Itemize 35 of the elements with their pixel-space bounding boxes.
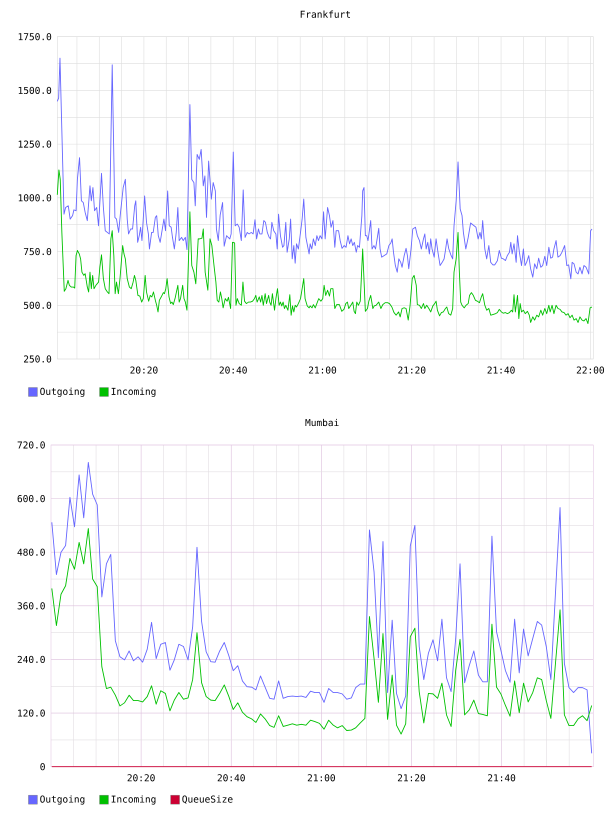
legend-label: QueueSize bbox=[182, 795, 233, 804]
x-tick-label: 20:40 bbox=[218, 774, 245, 782]
y-tick-label: 120.0 bbox=[18, 710, 45, 717]
line-series bbox=[51, 462, 592, 754]
y-tick-label: 240.0 bbox=[18, 656, 45, 664]
x-tick-label: 20:40 bbox=[220, 366, 247, 374]
y-tick-label: 0 bbox=[40, 763, 45, 770]
legend-label: Incoming bbox=[112, 795, 156, 805]
y-tick-label: 720.0 bbox=[18, 441, 45, 449]
x-tick-label: 20:20 bbox=[128, 774, 155, 782]
y-tick-label: 250.0 bbox=[24, 355, 52, 363]
x-tick-label: 21:40 bbox=[488, 366, 515, 374]
x-tick-label: 21:20 bbox=[398, 774, 426, 782]
y-tick-label: 1500.0 bbox=[18, 86, 52, 94]
legend-label: Outgoing bbox=[40, 388, 84, 397]
legend-label: Incoming bbox=[112, 388, 156, 397]
line-series bbox=[56, 169, 592, 324]
y-tick-label: 1250.0 bbox=[18, 140, 52, 148]
chart-title: Frankfurt bbox=[300, 10, 350, 18]
x-tick-label: 21:40 bbox=[488, 774, 516, 782]
x-tick-label: 20:20 bbox=[130, 366, 158, 374]
y-tick-label: 360.0 bbox=[18, 602, 45, 610]
x-tick-label: 21:00 bbox=[308, 774, 335, 782]
chart-title: Mumbai bbox=[305, 418, 339, 426]
x-tick-label: 21:00 bbox=[308, 366, 336, 374]
x-tick-label: 21:20 bbox=[398, 366, 426, 374]
y-tick-label: 500.0 bbox=[24, 302, 52, 309]
y-tick-label: 750.0 bbox=[24, 248, 52, 256]
x-tick-label: 22:00 bbox=[576, 366, 604, 374]
legend-label: Outgoing bbox=[40, 795, 84, 805]
y-tick-label: 480.0 bbox=[17, 548, 45, 556]
line-series bbox=[51, 528, 592, 735]
y-tick-label: 600.0 bbox=[18, 495, 45, 502]
y-tick-label: 1000.0 bbox=[18, 194, 52, 202]
y-tick-label: 1750.0 bbox=[18, 33, 52, 40]
